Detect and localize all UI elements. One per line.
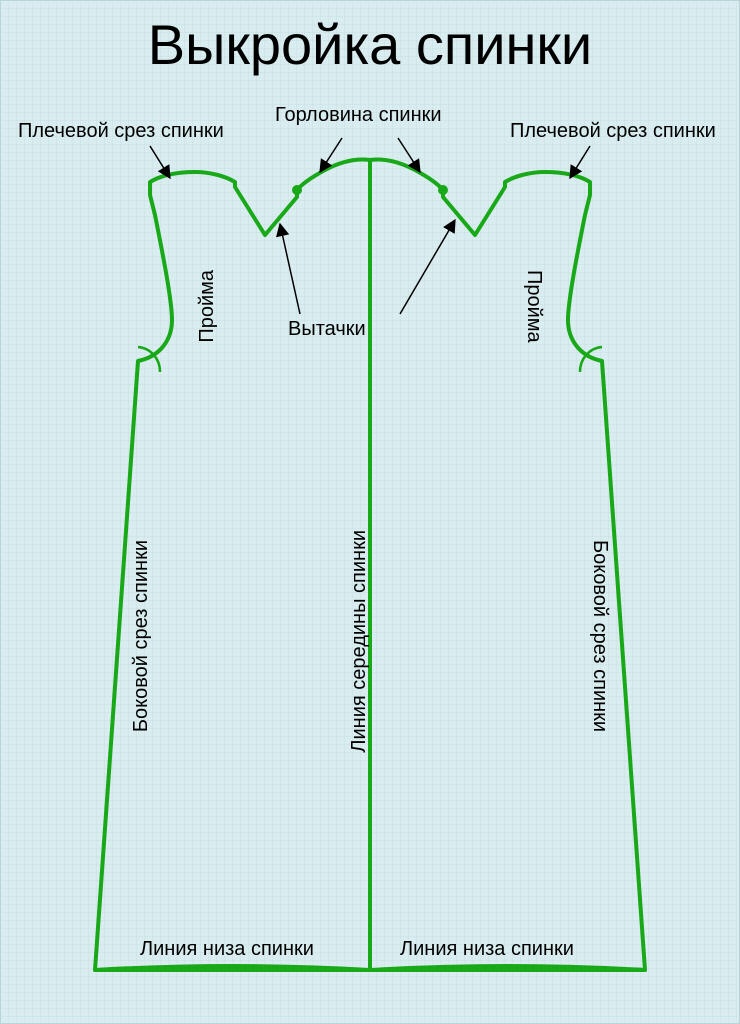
center-line-label: Линия середины спинки	[348, 530, 371, 753]
neckline-label: Горловина спинки	[275, 104, 442, 127]
side-right-label: Боковой срез спинки	[588, 540, 611, 732]
hem-left-label: Линия низа спинки	[140, 938, 314, 961]
shoulder-right-label: Плечевой срез спинки	[510, 120, 716, 143]
page-title: Выкройка спинки	[0, 12, 740, 77]
armhole-left-label: Пройма	[196, 270, 219, 343]
diagram-svg	[0, 0, 740, 1024]
sewing-pattern-diagram: Выкройка спинки Горловина спинки Плечевой…	[0, 0, 740, 1024]
darts-label: Вытачки	[288, 318, 366, 341]
armhole-right-label: Пройма	[522, 270, 545, 343]
hem-right-label: Линия низа спинки	[400, 938, 574, 961]
shoulder-left-label: Плечевой срез спинки	[18, 120, 224, 143]
side-left-label: Боковой срез спинки	[130, 540, 153, 732]
